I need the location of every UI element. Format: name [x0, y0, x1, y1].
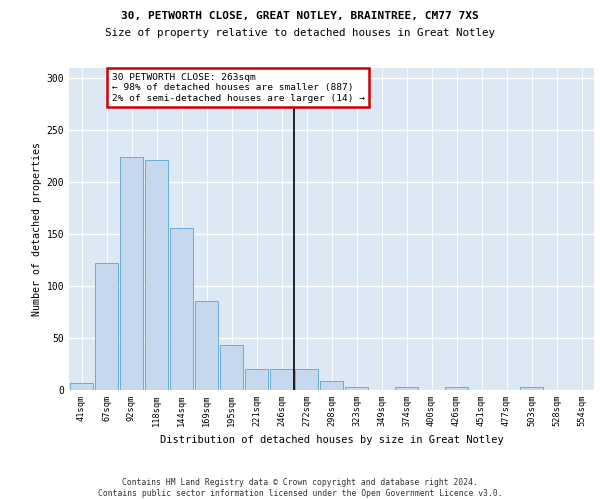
- Bar: [520, 387, 544, 390]
- Bar: [245, 369, 268, 390]
- Bar: [295, 369, 319, 390]
- X-axis label: Distribution of detached houses by size in Great Notley: Distribution of detached houses by size …: [160, 434, 503, 444]
- Bar: [119, 157, 143, 390]
- Bar: [269, 369, 293, 390]
- Bar: [95, 263, 118, 390]
- Bar: [170, 228, 193, 390]
- Bar: [220, 346, 244, 390]
- Text: 30 PETWORTH CLOSE: 263sqm
← 98% of detached houses are smaller (887)
2% of semi-: 30 PETWORTH CLOSE: 263sqm ← 98% of detac…: [112, 72, 365, 102]
- Text: 30, PETWORTH CLOSE, GREAT NOTLEY, BRAINTREE, CM77 7XS: 30, PETWORTH CLOSE, GREAT NOTLEY, BRAINT…: [121, 12, 479, 22]
- Text: Size of property relative to detached houses in Great Notley: Size of property relative to detached ho…: [105, 28, 495, 38]
- Bar: [320, 380, 343, 390]
- Y-axis label: Number of detached properties: Number of detached properties: [32, 142, 43, 316]
- Bar: [194, 300, 218, 390]
- Bar: [145, 160, 169, 390]
- Bar: [445, 387, 469, 390]
- Text: Contains HM Land Registry data © Crown copyright and database right 2024.
Contai: Contains HM Land Registry data © Crown c…: [98, 478, 502, 498]
- Bar: [395, 387, 418, 390]
- Bar: [344, 387, 368, 390]
- Bar: [70, 382, 94, 390]
